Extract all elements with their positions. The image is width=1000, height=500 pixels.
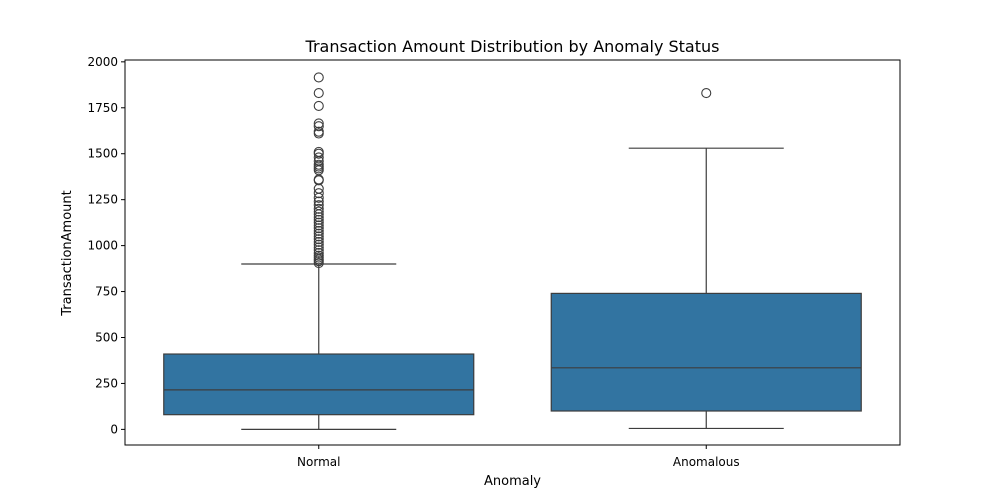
y-tick-label: 1500 (87, 147, 118, 161)
outlier-point (313, 203, 324, 214)
outlier-point (313, 196, 324, 207)
plot-frame (124, 59, 901, 446)
outlier-point (313, 152, 324, 163)
x-axis: Normal Anomalous (297, 445, 740, 469)
outlier-point (313, 188, 324, 199)
outlier-point (313, 247, 324, 259)
plot-area (163, 72, 862, 430)
outlier-point (313, 231, 324, 242)
y-tick-label: 2000 (87, 55, 118, 69)
outlier-point (313, 100, 324, 111)
box-group-normal (163, 72, 475, 430)
y-tick-label: 500 (95, 330, 118, 344)
y-tick-label: 1750 (87, 101, 118, 115)
outlier-point (313, 225, 324, 236)
outlier-point (313, 159, 324, 170)
iqr-box (550, 292, 862, 412)
outlier-point (313, 121, 324, 132)
outlier-point (313, 223, 324, 234)
y-axis: 0 250 500 750 1000 1250 1500 1750 2000 (87, 55, 125, 436)
y-tick-label: 750 (95, 285, 118, 299)
outlier-point (313, 250, 324, 261)
outlier-point (313, 126, 324, 137)
y-tick-label: 250 (95, 376, 118, 390)
outlier-point (313, 245, 324, 256)
outlier-point (313, 217, 324, 228)
y-tick-label: 1000 (87, 239, 118, 253)
outlier-point (313, 146, 324, 157)
outlier-point (313, 239, 324, 250)
outlier-point (701, 88, 712, 99)
x-axis-label: Anomaly (484, 474, 541, 489)
outlier-point (313, 88, 324, 99)
y-tick-label: 1250 (87, 193, 118, 207)
x-tick-label: Anomalous (673, 455, 740, 469)
box-group-anomalous (550, 88, 862, 430)
outlier-point (313, 206, 324, 217)
outlier-point (313, 200, 324, 211)
outlier-point (313, 118, 324, 129)
outlier-point (313, 242, 324, 253)
outlier-point (313, 72, 324, 83)
chart-title: Transaction Amount Distribution by Anoma… (305, 37, 720, 56)
outlier-point (313, 220, 324, 231)
y-axis-label: TransactionAmount (60, 190, 75, 316)
outlier-point (313, 228, 324, 239)
iqr-box (163, 353, 475, 416)
outlier-point (313, 212, 324, 223)
x-tick-label: Normal (297, 455, 340, 469)
outlier-point (313, 236, 324, 247)
outlier-point (313, 234, 324, 245)
outlier-point (313, 214, 324, 225)
y-tick-label: 0 (110, 422, 118, 436)
